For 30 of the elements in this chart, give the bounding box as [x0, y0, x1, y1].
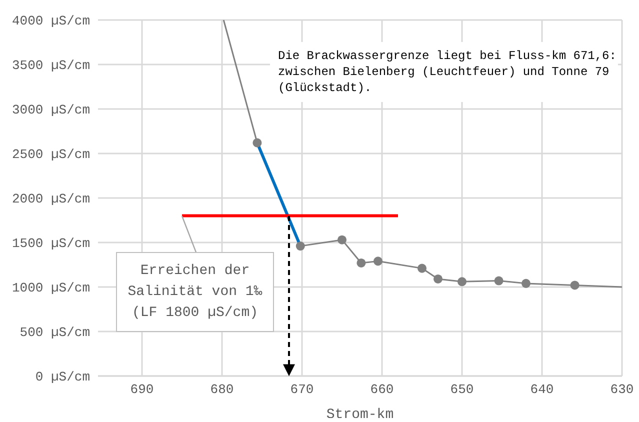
- y-tick-label: 4000 µS/cm: [12, 14, 90, 29]
- point: [457, 277, 467, 286]
- y-tick-label: 2000 µS/cm: [12, 192, 90, 207]
- y-tick-label: 3000 µS/cm: [12, 102, 90, 118]
- point: [494, 276, 504, 286]
- annotation: Erreichen der Salinität von 1‰ (LF 1800 µS/cm): [126, 262, 264, 323]
- point: [356, 258, 366, 268]
- point: [521, 278, 531, 288]
- y-tick-label: 3500 µS/cm: [12, 58, 90, 74]
- y-tick-label: 500 µS/cm: [20, 325, 90, 340]
- x-tick-label: 690: [130, 382, 154, 398]
- point: [252, 138, 262, 148]
- x-tick-label: 680: [210, 382, 234, 398]
- point: [570, 280, 580, 290]
- x-tick-label: 670: [290, 382, 314, 398]
- x-tick-label: 650: [450, 382, 474, 398]
- x-tick-label: 640: [530, 382, 554, 398]
- y-tick-label: 1000 µS/cm: [12, 280, 90, 296]
- point: [373, 256, 383, 266]
- point: [337, 235, 347, 244]
- x-tick-label: 660: [370, 382, 394, 398]
- x-axis-title: Strom-km: [326, 407, 394, 422]
- point: [417, 264, 427, 273]
- point: [296, 242, 305, 251]
- annotation: Die Brackwassergrenze liegt bei Fluss-km 671,6: zwischen Bielenberg (Leuchtfeuer) und Tonne 79 (Glückstadt).: [278, 48, 616, 96]
- y-tick-label: 1500 µS/cm: [12, 236, 90, 252]
- y-tick-label: 2500 µS/cm: [12, 147, 90, 162]
- y-tick-label: 0 µS/cm: [35, 370, 90, 385]
- x-tick-label: 630: [610, 382, 634, 398]
- point: [433, 274, 443, 284]
